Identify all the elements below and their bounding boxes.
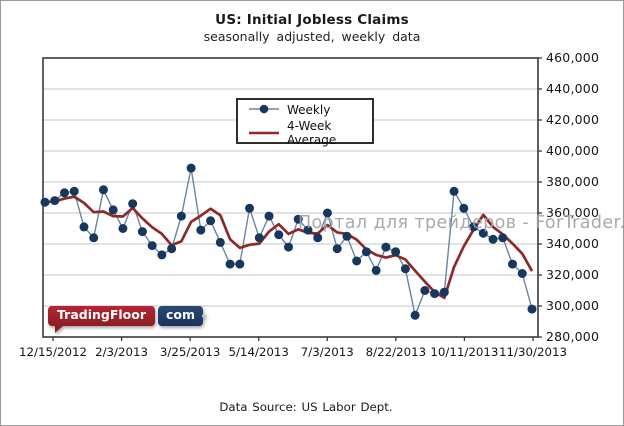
weekly-data-point — [98, 185, 108, 195]
weekly-data-point — [79, 222, 89, 232]
x-tick-label: 3/25/2013 — [159, 345, 221, 359]
weekly-data-point — [488, 234, 498, 244]
weekly-data-point — [157, 250, 167, 260]
y-tick-label: 440,000 — [546, 81, 600, 96]
weekly-data-point — [50, 196, 60, 206]
y-tick-label: 280,000 — [546, 329, 600, 344]
y-tick-label: 320,000 — [546, 267, 600, 282]
chart-legend: Weekly 4-Week Average — [236, 98, 374, 147]
weekly-data-point — [215, 237, 225, 247]
weekly-series-marker-icon — [247, 100, 281, 119]
weekly-data-point — [293, 214, 303, 224]
weekly-data-point — [128, 199, 138, 209]
tradingfloor-logo[interactable]: TradingFloor com — [48, 306, 207, 333]
weekly-data-point — [147, 241, 157, 251]
weekly-data-point — [410, 310, 420, 320]
y-tick-label: 300,000 — [546, 298, 600, 313]
x-tick-label: 8/22/2013 — [365, 345, 427, 359]
logo-text-primary: TradingFloor — [48, 306, 207, 326]
x-tick-label: 11/30/2013 — [499, 345, 567, 359]
weekly-data-point — [89, 233, 99, 243]
x-tick-label: 7/3/2013 — [300, 345, 354, 359]
weekly-data-point — [449, 186, 459, 196]
weekly-data-point — [245, 203, 255, 213]
logo-separator-dot-icon — [202, 314, 207, 318]
legend-item-weekly: Weekly — [238, 100, 372, 119]
x-tick-label: 10/11/2013 — [430, 345, 499, 359]
average-series-line-icon — [247, 124, 281, 143]
chart-title: US: Initial Jobless Claims — [215, 12, 409, 28]
weekly-data-point — [430, 289, 440, 299]
logo-tail-icon — [55, 325, 64, 333]
weekly-data-point — [527, 304, 537, 314]
weekly-data-point — [264, 211, 274, 221]
weekly-data-point — [459, 203, 469, 213]
weekly-data-point — [517, 269, 527, 278]
weekly-data-point — [118, 224, 128, 233]
weekly-data-point — [478, 228, 488, 238]
y-tick-label: 400,000 — [546, 143, 600, 158]
x-tick-label: 5/14/2013 — [228, 345, 289, 359]
x-tick-label: 2/3/2013 — [95, 345, 149, 359]
weekly-data-point — [332, 244, 342, 254]
weekly-data-point — [59, 188, 69, 198]
weekly-data-point — [167, 244, 177, 254]
weekly-data-point — [235, 259, 245, 269]
legend-item-average: 4-Week Average — [238, 119, 372, 147]
weekly-data-point — [313, 233, 323, 243]
y-tick-label: 340,000 — [546, 236, 600, 251]
weekly-data-point — [176, 211, 186, 221]
watermark-text: Портал для трейдеров - ForTrader.ru — [298, 213, 624, 233]
legend-label-average: 4-Week Average — [287, 119, 337, 147]
weekly-data-point — [254, 233, 264, 243]
data-source-note: Data Source: US Labor Dept. — [219, 400, 393, 414]
y-tick-label: 360,000 — [546, 205, 600, 220]
weekly-data-point — [508, 259, 518, 269]
weekly-data-point — [498, 233, 508, 243]
weekly-data-point — [322, 208, 332, 218]
weekly-data-point — [352, 256, 362, 266]
y-tick-label: 420,000 — [546, 112, 600, 127]
weekly-data-point — [439, 287, 449, 297]
weekly-data-point — [274, 230, 284, 240]
weekly-data-point — [206, 216, 216, 226]
logo-text-tld: com — [158, 306, 204, 326]
weekly-data-point — [420, 286, 430, 295]
weekly-data-point — [137, 227, 147, 237]
legend-label-weekly: Weekly — [287, 102, 331, 117]
weekly-data-point — [40, 197, 50, 207]
x-tick-label: 12/15/2012 — [19, 345, 87, 359]
y-tick-label: 380,000 — [546, 174, 600, 189]
weekly-data-point — [196, 225, 206, 235]
weekly-data-point — [361, 247, 371, 257]
weekly-data-point — [108, 205, 118, 215]
weekly-data-point — [381, 242, 391, 252]
weekly-data-point — [303, 225, 313, 235]
weekly-data-point — [371, 265, 381, 275]
weekly-data-point — [284, 242, 293, 252]
weekly-data-point — [225, 259, 235, 269]
y-tick-label: 460,000 — [546, 50, 600, 65]
weekly-data-point — [342, 231, 352, 241]
weekly-data-point — [391, 247, 401, 257]
weekly-data-point — [186, 163, 196, 173]
chart-subtitle: seasonally adjusted, weekly data — [203, 29, 421, 44]
weekly-data-point — [69, 186, 79, 196]
weekly-data-point — [400, 264, 410, 274]
weekly-data-point — [469, 222, 479, 232]
